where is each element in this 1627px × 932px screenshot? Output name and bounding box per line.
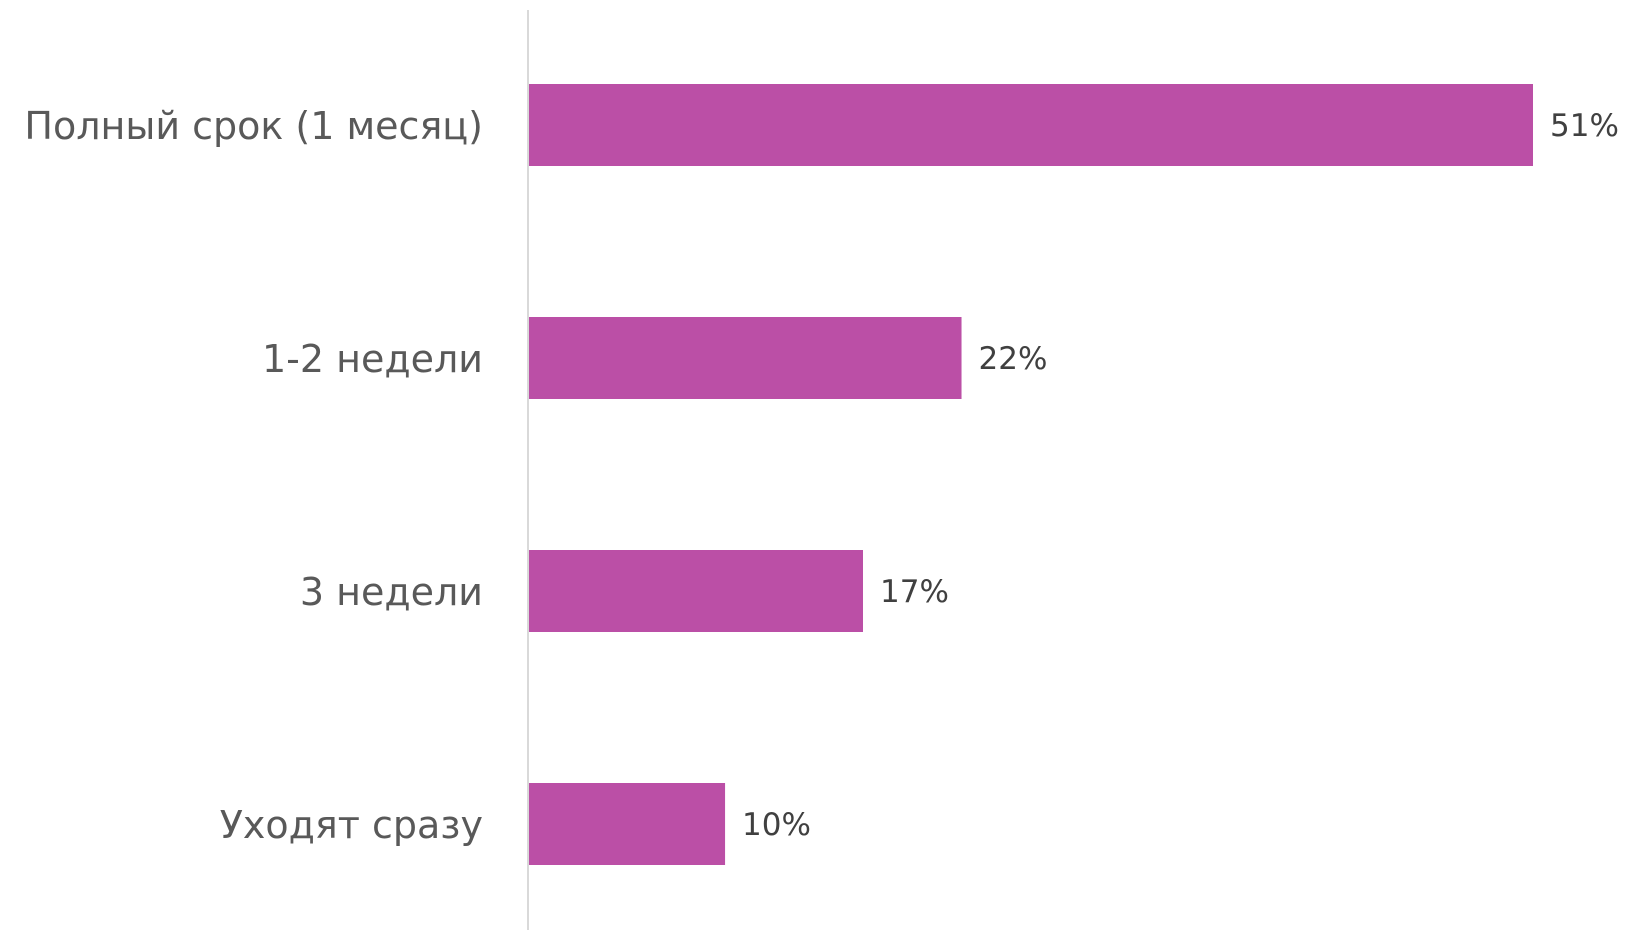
value-label-4: 10% xyxy=(742,807,811,843)
bar-4 xyxy=(528,783,726,865)
labels-layer: Полный срок (1 месяц) 51% 1-2 недели 22% 3 н… xyxy=(24,104,1619,847)
value-label-3: 17% xyxy=(880,574,949,610)
category-label-2: 1-2 недели xyxy=(262,337,483,381)
value-label-1: 51% xyxy=(1550,108,1619,144)
value-label-2: 22% xyxy=(979,341,1048,377)
bar-2 xyxy=(528,317,962,399)
bar-3 xyxy=(528,550,863,632)
bar-1 xyxy=(528,84,1533,166)
bars-layer xyxy=(528,84,1533,865)
category-label-3: 3 недели xyxy=(300,570,483,614)
category-label-1: Полный срок (1 месяц) xyxy=(24,104,483,148)
category-label-4: Уходят сразу xyxy=(220,803,483,847)
